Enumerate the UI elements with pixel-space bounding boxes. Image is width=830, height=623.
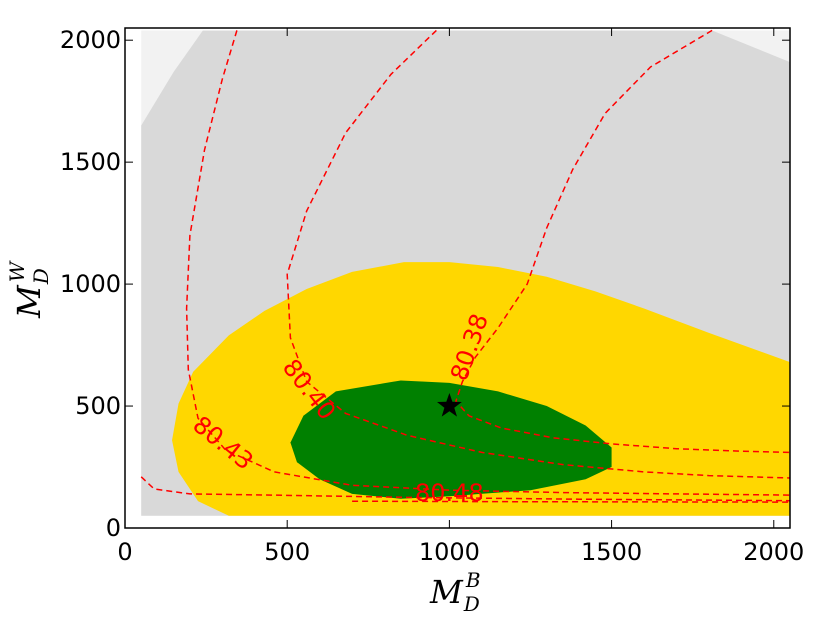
x-tick-label: 1000 xyxy=(419,538,480,566)
marker-layer xyxy=(437,393,462,417)
y-tick-label: 0 xyxy=(106,514,121,542)
x-tick-label: 500 xyxy=(264,538,310,566)
y-tick-label: 500 xyxy=(75,392,121,420)
contour-label-80.48: 80.48 xyxy=(415,479,484,507)
y-tick-label: 2000 xyxy=(60,26,121,54)
x-axis: 0 500 1000 1500 2000 xyxy=(117,28,804,566)
y-axis-title: MDW xyxy=(5,260,53,319)
contour-layer xyxy=(140,29,790,503)
y-tick-label: 1500 xyxy=(60,148,121,176)
contour-line-80.38 xyxy=(455,29,790,454)
contour-line-80.40 xyxy=(286,29,790,479)
contour-line-80.48 xyxy=(140,476,790,502)
green-region xyxy=(290,380,612,499)
contour-line-80.43 xyxy=(185,30,790,496)
x-tick-label: 0 xyxy=(117,538,132,566)
y-axis: 0 500 1000 1500 2000 xyxy=(60,26,790,542)
x-tick-label: 1500 xyxy=(581,538,642,566)
x-axis-title: MDB xyxy=(429,568,481,616)
plot-frame xyxy=(124,27,791,529)
y-tick-label: 1000 xyxy=(60,270,121,298)
contour-line-unlabeled-4 xyxy=(352,500,790,503)
x-tick-label: 2000 xyxy=(743,538,804,566)
best-fit-star xyxy=(437,393,462,417)
region-layer xyxy=(141,30,790,516)
